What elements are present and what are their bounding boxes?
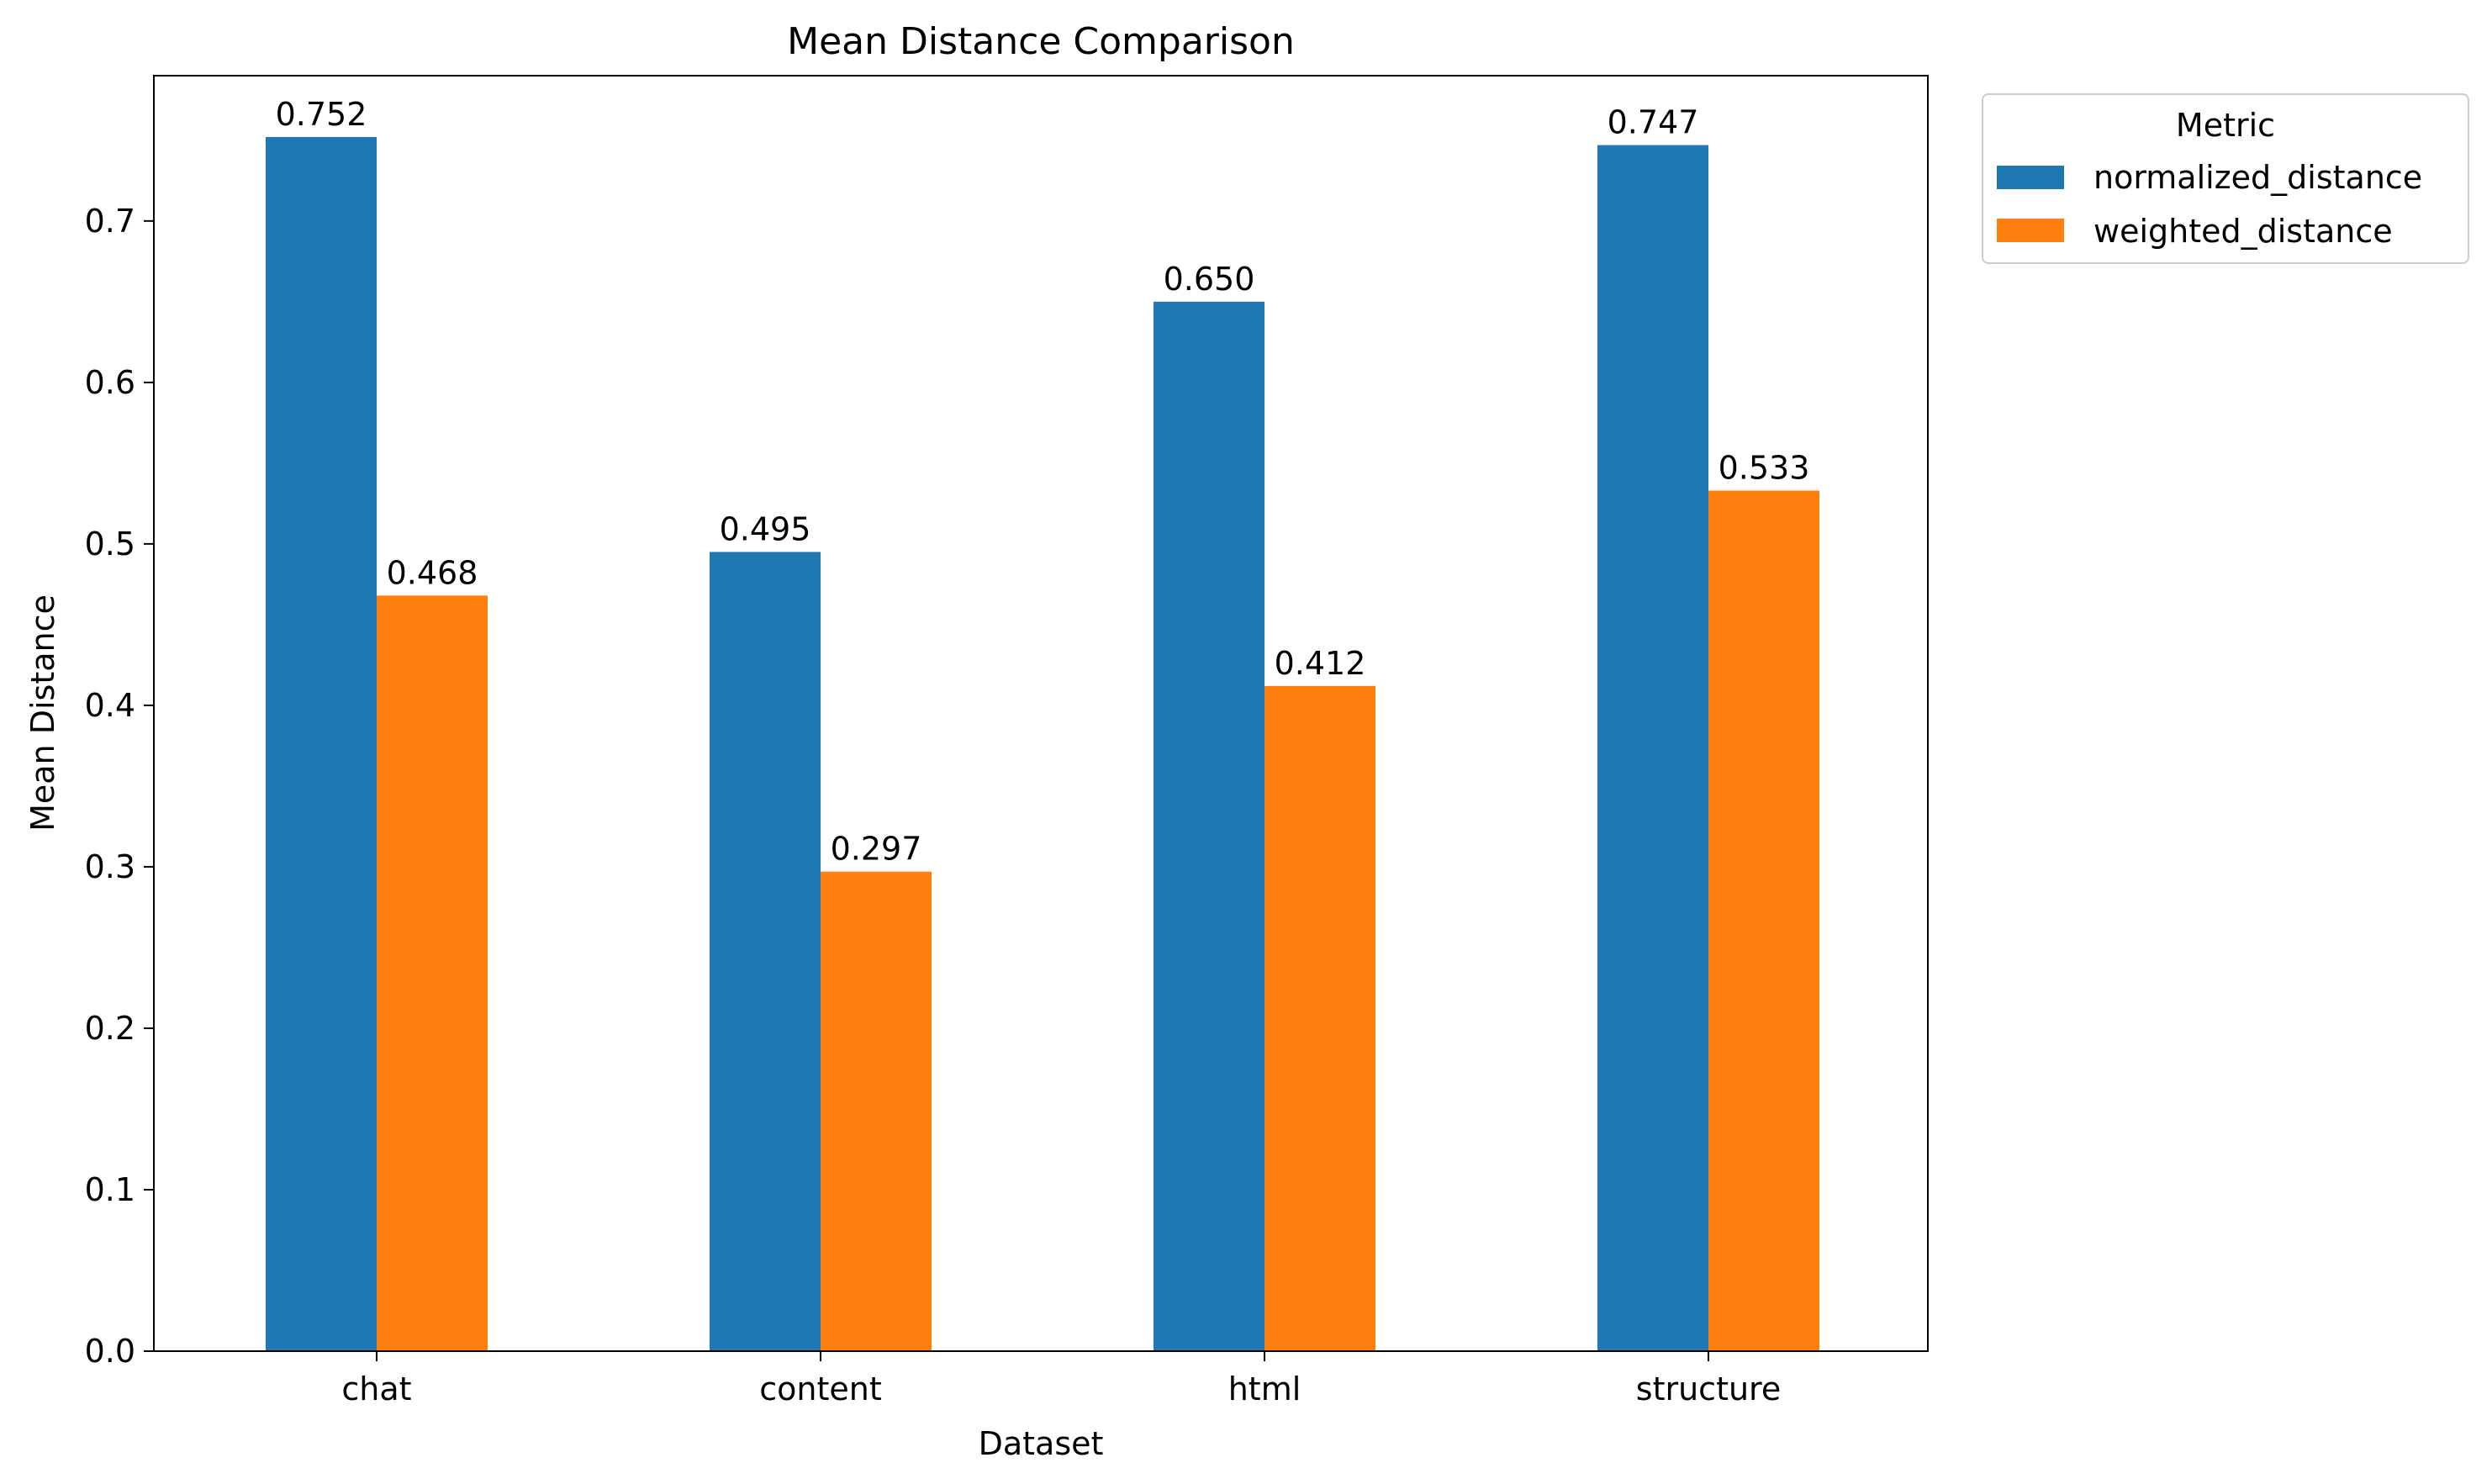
legend-entry-weighted-distance: weighted_distance [2093, 213, 2393, 250]
bar-content-weighted-distance [821, 871, 932, 1351]
y-tick-label-2: 0.2 [85, 1010, 135, 1047]
bar-content-normalized-distance [710, 552, 821, 1351]
y-axis-label: Mean Distance [24, 594, 61, 832]
legend-entry-normalized-distance: normalized_distance [2093, 159, 2422, 196]
bar-structure-weighted-distance [1708, 490, 1819, 1351]
y-tick-label-7: 0.7 [85, 203, 135, 240]
y-axis-ticks: 0.0 0.1 0.2 0.3 0.4 0.5 0.6 0.7 [85, 203, 154, 1370]
bar-label-content-weighted-distance: 0.297 [831, 831, 922, 868]
x-tick-label-chat: chat [341, 1370, 411, 1407]
bar-chat-weighted-distance [377, 595, 488, 1351]
y-tick-label-3: 0.3 [85, 848, 135, 885]
x-tick-label-content: content [759, 1370, 882, 1407]
bar-label-structure-weighted-distance: 0.533 [1719, 450, 1810, 487]
x-tick-label-html: html [1228, 1370, 1301, 1407]
legend: Metric normalized_distance weighted_dist… [1982, 93, 2469, 264]
bar-chat-normalized-distance [266, 136, 377, 1352]
bar-label-html-weighted-distance: 0.412 [1275, 645, 1366, 682]
bar-label-structure-normalized-distance: 0.747 [1608, 104, 1699, 141]
plot-frame [153, 75, 1929, 1352]
x-axis-label: Dataset [979, 1425, 1104, 1462]
bar-structure-normalized-distance [1597, 145, 1708, 1351]
bar-label-content-normalized-distance: 0.495 [720, 510, 811, 547]
x-axis-ticks: chat content html structure [341, 1351, 1781, 1407]
bar-html-normalized-distance [1154, 301, 1264, 1351]
bar-html-weighted-distance [1264, 685, 1375, 1351]
y-tick-label-6: 0.6 [85, 364, 135, 401]
chart-title: Mean Distance Comparison [787, 20, 1295, 63]
bar-label-html-normalized-distance: 0.650 [1164, 261, 1255, 298]
x-tick-label-structure: structure [1636, 1370, 1781, 1407]
y-tick-label-1: 0.1 [85, 1171, 135, 1208]
y-tick-label-4: 0.4 [85, 687, 135, 724]
legend-box [1982, 93, 2469, 264]
bar-label-chat-normalized-distance: 0.752 [276, 96, 367, 133]
bar-labels-layer: 0.752 0.468 0.495 0.297 0.650 0.412 0.747 0.533 [276, 96, 1810, 868]
legend-swatch-weighted-distance [1997, 219, 2064, 242]
legend-swatch-normalized-distance [1997, 166, 2064, 189]
y-tick-label-5: 0.5 [85, 525, 135, 562]
y-tick-label-0: 0.0 [85, 1333, 135, 1370]
bar-label-chat-weighted-distance: 0.468 [387, 554, 478, 591]
bars-layer [266, 136, 1819, 1352]
legend-title: Metric [2176, 107, 2275, 144]
